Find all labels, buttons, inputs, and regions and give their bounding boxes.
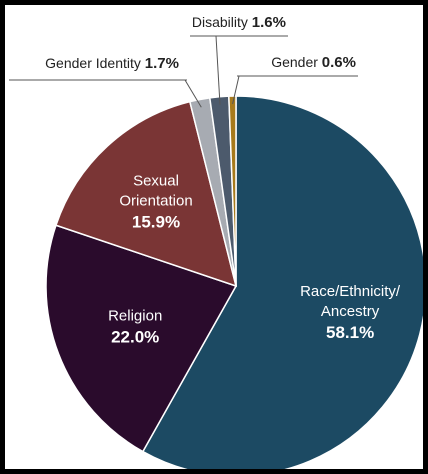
leader-line-disability (215, 35, 221, 105)
slice-value-religion: 22.0% (111, 328, 159, 347)
pie-chart: Race/Ethnicity/Ancestry 58.1% Religion 22.0… (9, 14, 423, 469)
callout-label-gender-identity: Gender Identity 1.7% (45, 55, 179, 72)
callout-value-disability: 1.6% (252, 14, 286, 31)
slice-label-religion-0: Religion (108, 308, 162, 325)
leader-line-gender (232, 75, 240, 105)
pie-labels: Race/Ethnicity/Ancestry 58.1% Religion 22.0… (9, 14, 401, 347)
slice-gender (228, 95, 237, 287)
slice-label-sexual-orientation-0: Sexual (133, 172, 179, 189)
callout-name-gender-identity: Gender Identity (45, 55, 145, 71)
callout-name-gender: Gender (271, 54, 322, 70)
slice-value-sexual-orientation: 15.9% (132, 212, 180, 231)
slice-label-race-ethnicity-ancestry-1: Ancestry (321, 303, 380, 320)
callout-value-gender: 0.6% (322, 54, 356, 71)
chart-frame: Race/Ethnicity/Ancestry 58.1% Religion 22.0… (5, 5, 423, 469)
callout-name-disability: Disability (192, 14, 252, 30)
slice-sexual-orientation (55, 100, 238, 288)
leader-line-gender-identity (184, 79, 202, 108)
slice-label-race-ethnicity-ancestry-0: Race/Ethnicity/ (300, 283, 401, 300)
slice-label-sexual-orientation-1: Orientation (119, 192, 192, 209)
pie-slices (45, 95, 423, 469)
callout-label-gender: Gender 0.6% (271, 54, 356, 71)
slice-race-ethnicity-ancestry (141, 95, 423, 469)
callout-value-gender-identity: 1.7% (145, 55, 179, 72)
callout-label-disability: Disability 1.6% (192, 14, 286, 31)
slice-value-race-ethnicity-ancestry: 58.1% (326, 323, 374, 342)
slice-religion (45, 224, 238, 453)
